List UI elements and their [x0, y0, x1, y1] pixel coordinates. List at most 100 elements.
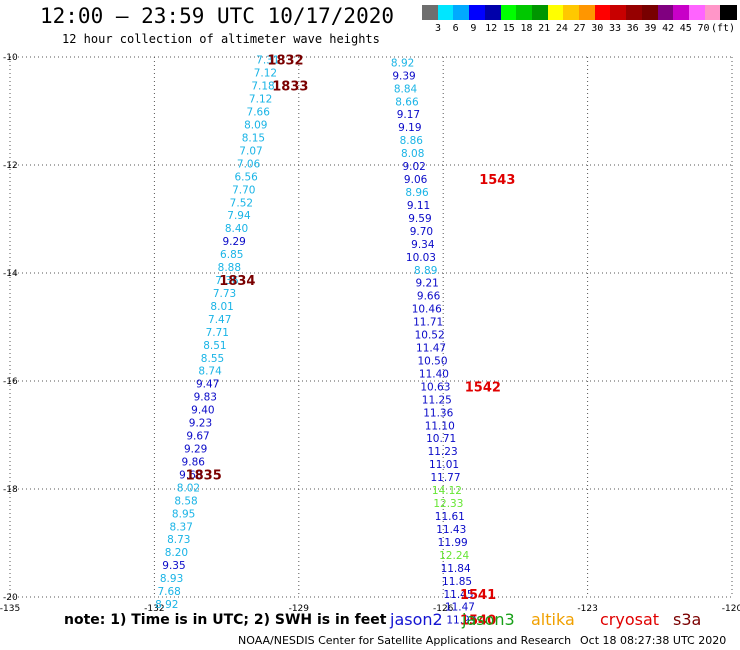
colorbar-swatch: [453, 5, 471, 20]
swh-value-label: 7.70: [232, 184, 255, 196]
swh-value-label: 8.01: [210, 301, 233, 313]
swh-value-label: 7.66: [247, 107, 271, 119]
y-tick-label: -20: [3, 593, 18, 603]
swh-value-label: 11.85: [442, 576, 472, 588]
colorbar-swatch: [641, 5, 659, 20]
footer-note: note: 1) Time is in UTC; 2) SWH is in fe…: [64, 612, 387, 628]
swh-value-label: 9.29: [222, 236, 245, 248]
y-tick-label: -18: [3, 485, 18, 495]
swh-value-label: 8.74: [198, 366, 222, 378]
colorbar-swatch: [720, 5, 738, 20]
colorbar-tick-label: 21: [538, 23, 551, 34]
swh-value-label: 8.93: [160, 573, 183, 585]
pass-time-label: 1835: [186, 468, 222, 483]
swh-value-label: 9.66: [417, 291, 441, 303]
swh-value-label: 12.24: [439, 550, 469, 562]
colorbar-swatch: [704, 5, 722, 20]
colorbar-swatch: [437, 5, 455, 20]
swh-value-label: 9.47: [196, 379, 219, 391]
x-tick-label: -132: [144, 604, 164, 614]
colorbar-tick-label: 36: [626, 23, 639, 34]
swh-value-label: 8.84: [394, 83, 418, 95]
swh-value-label: 10.03: [406, 252, 436, 264]
colorbar-tick-label: 33: [608, 23, 622, 34]
swh-value-label: 11.45: [443, 589, 473, 601]
pass-time-label: 1833: [272, 80, 308, 95]
swh-value-label: 6.56: [234, 171, 258, 183]
swh-value-label: 8.92: [155, 599, 178, 611]
swh-value-label: 9.02: [402, 161, 425, 173]
colorbar-swatch: [610, 5, 628, 20]
pass-time-label: 1540: [460, 614, 496, 629]
y-tick-label: -16: [3, 377, 18, 387]
swh-value-label: 8.09: [244, 120, 267, 132]
colorbar-tick-label: 27: [573, 23, 586, 34]
colorbar-tick-label: 24: [555, 23, 568, 34]
swh-value-label: 11.10: [425, 420, 455, 432]
colorbar-tick-label: 15: [502, 23, 515, 34]
swh-value-label: 7.31: [256, 55, 279, 67]
legend-altika: altika: [531, 610, 575, 629]
colorbar-tick-label: 3: [434, 23, 442, 34]
swh-value-label: 9.11: [407, 200, 430, 212]
swh-value-label: 7.07: [239, 145, 262, 157]
swh-value-label: 11.61: [435, 511, 465, 523]
colorbar-swatch: [547, 5, 565, 20]
colorbar-swatch: [594, 5, 612, 20]
colorbar-swatch: [563, 5, 581, 20]
pass-time-label: 1543: [479, 173, 515, 188]
swh-value-label: 7.68: [157, 586, 180, 598]
pass-time-label: 1541: [460, 588, 496, 603]
x-tick-label: -126: [433, 604, 454, 614]
swh-value-label: 14.12: [432, 485, 462, 497]
swh-value-label: 8.86: [400, 135, 424, 147]
colorbar-tick-label: 9: [470, 23, 477, 34]
swh-value-label: 7.12: [249, 94, 272, 106]
swh-value-label: 10.50: [417, 355, 447, 367]
chart-title: 12:00 – 23:59 UTC 10/17/2020: [40, 4, 395, 28]
swh-value-label: 10.52: [415, 330, 445, 342]
swh-value-label: 11.99: [438, 537, 468, 549]
swh-value-label: 7.71: [206, 327, 229, 339]
x-tick-label: -135: [0, 604, 20, 614]
colorbar-tick-label: 6: [452, 23, 459, 34]
swh-value-label: 9.83: [194, 392, 217, 404]
swh-value-label: 8.96: [405, 187, 429, 199]
swh-value-label: 8.08: [401, 148, 424, 160]
swh-value-label: 7.73: [213, 288, 236, 300]
swh-value-label: 10.46: [412, 304, 442, 316]
swh-value-label: 8.95: [172, 508, 195, 520]
legend-jason2: jason2: [390, 610, 443, 629]
colorbar-swatch: [579, 5, 596, 20]
swh-value-label: 9.06: [404, 174, 428, 186]
swh-value-label: 11.25: [422, 394, 452, 406]
swh-value-label: 7.12: [254, 68, 277, 80]
swh-value-label: 11.47: [445, 602, 475, 614]
swh-value-label: 7.18: [251, 81, 274, 93]
swh-value-label: 9.21: [415, 278, 438, 290]
colorbar-swatch: [531, 5, 549, 20]
x-tick-label: -123: [577, 604, 597, 614]
swh-value-label: 9.39: [392, 70, 415, 82]
colorbar-tick-label: 12: [485, 23, 498, 34]
swh-value-label: 11.23: [428, 446, 458, 458]
colorbar-tick-label: 70: [697, 23, 710, 34]
y-tick-label: -14: [3, 269, 18, 279]
swh-value-label: 11.84: [441, 563, 471, 575]
swh-value-label: 10.71: [426, 433, 456, 445]
swh-value-label: 8.40: [225, 223, 248, 235]
swh-value-label: 8.55: [201, 353, 224, 365]
swh-value-label: 11.36: [423, 407, 453, 419]
swh-value-label: 8.51: [203, 340, 226, 352]
swh-value-label: 8.02: [177, 482, 200, 494]
pass-time-label: 1834: [219, 274, 255, 289]
y-tick-label: -10: [3, 53, 18, 63]
swh-value-label: 9.86: [182, 456, 206, 468]
colorbar-tick-label: 39: [644, 23, 657, 34]
swh-value-label: 11.40: [419, 368, 449, 380]
swh-value-label: 11.47: [416, 343, 446, 355]
legend-s3a: s3a: [673, 610, 702, 629]
swh-value-label: 9.67: [186, 431, 209, 443]
swh-value-label: 9.19: [398, 122, 421, 134]
